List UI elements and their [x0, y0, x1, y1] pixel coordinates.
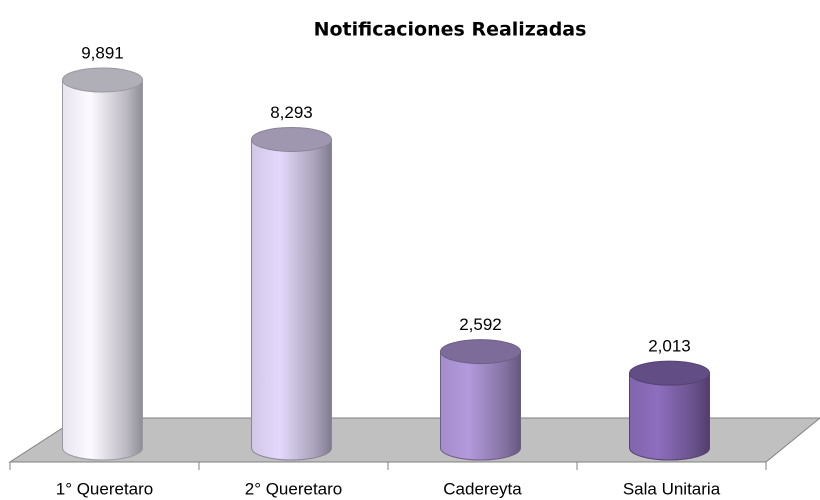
cylinder-top	[251, 126, 332, 152]
cylinder	[62, 67, 143, 461]
x-tick-label: 2° Queretaro	[245, 479, 343, 498]
value-label: 2,013	[648, 337, 691, 356]
chart-title: Notificaciones Realizadas	[314, 19, 587, 41]
cylinder-body	[629, 372, 710, 461]
cylinder-body	[251, 138, 332, 461]
value-label: 2,592	[459, 315, 502, 334]
cylinder-body	[440, 351, 521, 461]
cylinder	[251, 126, 332, 461]
cylinder	[629, 360, 710, 461]
cylinder-top	[629, 360, 710, 386]
cylinder	[440, 339, 521, 461]
cylinder-top	[440, 339, 521, 365]
x-tick-label: Sala Unitaria	[623, 479, 721, 498]
x-tick-label: 1° Queretaro	[56, 479, 154, 498]
cylinder-body	[62, 79, 143, 461]
x-tick-label: Cadereyta	[443, 479, 522, 498]
value-label: 9,891	[81, 43, 124, 62]
value-label: 8,293	[270, 103, 313, 122]
cylinder-top	[62, 67, 143, 93]
